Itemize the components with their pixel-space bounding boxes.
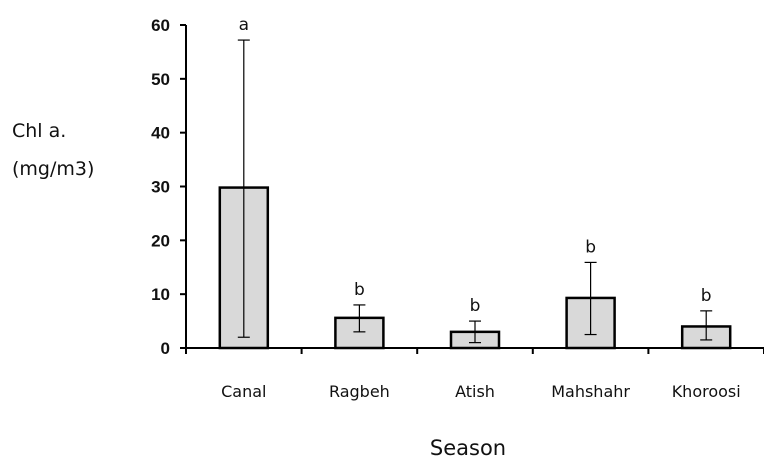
category-label: Khoroosi: [672, 382, 741, 401]
x-axis: Canal Ragbeh Atish Mahshahr Khoroosi: [185, 347, 764, 401]
bars: a b b b b: [218, 15, 732, 350]
category-label: Mahshahr: [551, 382, 630, 401]
significance-letter: b: [701, 286, 712, 306]
significance-letter: b: [354, 280, 365, 300]
y-tick-label: 0: [161, 339, 170, 358]
y-tick-label: 10: [151, 285, 170, 304]
y-tick-label: 60: [151, 16, 170, 35]
y-tick-label: 40: [151, 124, 170, 143]
x-axis-title: Season: [430, 436, 506, 460]
category-label: Ragbeh: [329, 382, 390, 401]
significance-letter: b: [585, 237, 596, 257]
y-axis: 0 10 20 30 40 50 60: [151, 16, 187, 358]
y-axis-title-line-1: Chl a.: [12, 120, 66, 142]
y-tick-label: 20: [151, 231, 170, 250]
category-label: Canal: [221, 382, 266, 401]
y-axis-title-line-2: (mg/m3): [12, 158, 94, 180]
y-tick-label: 30: [151, 178, 170, 197]
significance-letter: a: [239, 15, 249, 35]
category-label: Atish: [455, 382, 495, 401]
y-tick-label: 50: [151, 70, 170, 89]
significance-letter: b: [470, 296, 481, 316]
